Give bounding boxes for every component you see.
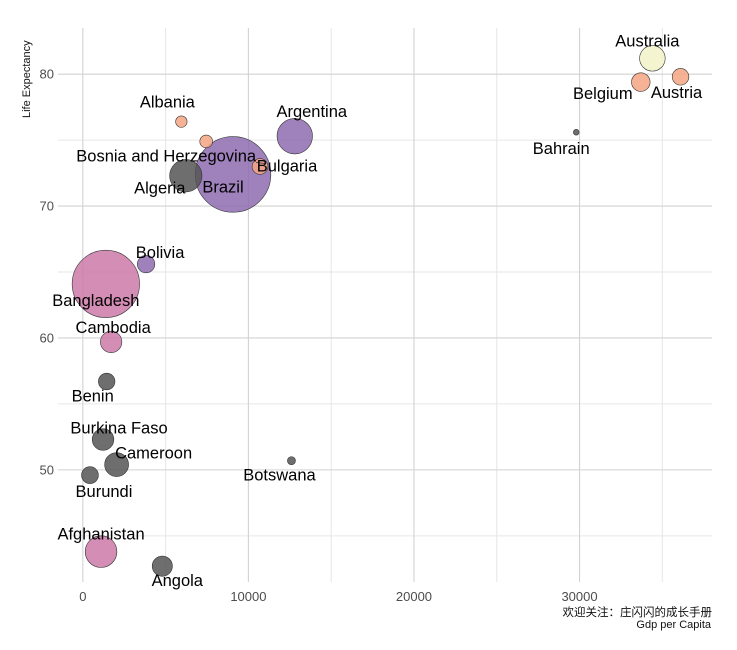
x-tick-label: 10000: [230, 589, 266, 604]
bubble-austria: [671, 68, 690, 86]
point-labels: Afghanistan Albania Algeria Angola Argentina…: [52, 32, 703, 590]
x-tick-label: 30000: [561, 589, 597, 604]
point-label: Bolivia: [136, 244, 185, 262]
y-tick-label: 70: [40, 199, 54, 214]
point-label: Afghanistan: [57, 526, 144, 544]
axis-tick-labels: 0 10000 20000 30000 50 60 70 80: [40, 67, 598, 604]
bubble-cameroon: [104, 452, 129, 477]
bubble-australia: [639, 45, 666, 72]
bubble-bangladesh: [71, 249, 140, 318]
y-tick-label: 50: [40, 462, 54, 477]
point-label: Burkina Faso: [70, 420, 167, 438]
point-label: Bahrain: [533, 140, 590, 158]
point-label: Burundi: [76, 483, 133, 501]
label-leader-line: [255, 162, 266, 164]
bubble-algeria: [169, 159, 203, 193]
bubble-belgium: [631, 72, 651, 92]
bubble-burkina-faso: [91, 428, 115, 451]
point-label: Brazil: [202, 178, 243, 196]
bubble-albania: [175, 115, 188, 128]
bubble-bolivia: [137, 255, 156, 274]
bubble-bahrain: [573, 129, 580, 136]
point-label: Albania: [140, 94, 196, 112]
bubble-layer: [71, 45, 690, 577]
x-tick-label: 0: [79, 589, 86, 604]
chart-caption: 欢迎关注：庄闪闪的成长手册: [562, 605, 713, 619]
grid-layer: [58, 28, 712, 582]
y-axis-label: Life Expectancy: [21, 40, 33, 118]
bubble-bosnia-and-herzegovina: [199, 134, 213, 149]
point-label: Algeria: [134, 180, 186, 198]
y-tick-label: 80: [40, 67, 54, 82]
bubble-botswana: [287, 456, 296, 465]
point-label: Australia: [615, 32, 680, 50]
point-label: Angola: [152, 572, 204, 590]
point-label: Cameroon: [115, 445, 192, 463]
point-label: Benin: [72, 388, 114, 406]
point-label: Austria: [651, 84, 703, 102]
point-label: Argentina: [276, 103, 347, 121]
point-label: Botswana: [243, 467, 316, 485]
point-label: Bangladesh: [52, 292, 139, 310]
bubble-argentina: [276, 118, 313, 155]
point-label: Cambodia: [76, 319, 152, 337]
bubble-cambodia: [100, 330, 123, 353]
point-label: Bosnia and Herzegovina: [76, 147, 257, 165]
bubble-benin: [98, 372, 116, 391]
x-axis-label: Gdp per Capita: [636, 619, 711, 631]
point-label: Bulgaria: [257, 158, 318, 176]
bubble-burundi: [81, 466, 99, 484]
bubble-afghanistan: [84, 535, 118, 568]
point-label: Belgium: [573, 85, 633, 103]
y-tick-label: 60: [40, 330, 54, 345]
bubble-angola: [151, 555, 173, 577]
x-tick-label: 20000: [396, 589, 432, 604]
